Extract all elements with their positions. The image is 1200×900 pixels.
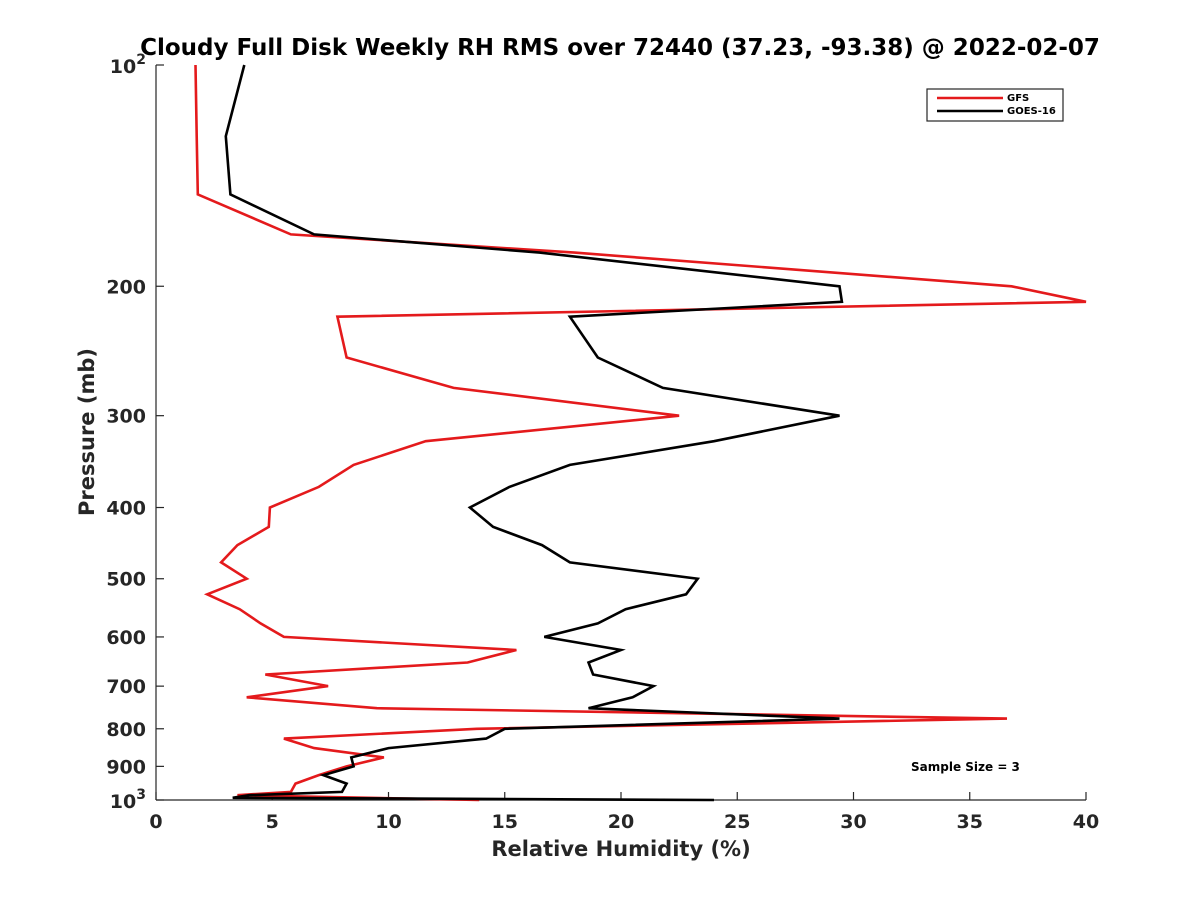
x-tick-label: 30 [840, 811, 866, 833]
x-tick-label: 20 [608, 811, 634, 833]
chart-title: Cloudy Full Disk Weekly RH RMS over 7244… [140, 35, 1100, 61]
legend: GFS GOES-16 [926, 88, 1064, 122]
y-axis-label: Pressure (mb) [75, 348, 99, 516]
y-tick-label: 700 [106, 676, 146, 698]
y-tick-label: 800 [106, 719, 146, 741]
x-tick-label: 10 [375, 811, 401, 833]
y-tick-base: 10 [110, 56, 136, 78]
series-line-goes16 [224, 64, 844, 802]
x-tick-label: 0 [149, 811, 162, 833]
x-tick-label: 5 [266, 811, 279, 833]
series-layer [194, 64, 1087, 802]
x-tick-label: 35 [957, 811, 983, 833]
y-tick-label: 102 [110, 52, 146, 78]
x-tick-label: 15 [492, 811, 518, 833]
y-tick-exponent: 3 [136, 787, 146, 803]
y-tick-label: 200 [106, 276, 146, 298]
x-tick-label: 40 [1073, 811, 1099, 833]
sample-size-annotation: Sample Size = 3 [911, 760, 1020, 774]
y-tick-label: 900 [106, 756, 146, 778]
legend-label-goes16: GOES-16 [1007, 106, 1056, 117]
x-tick-label: 25 [724, 811, 750, 833]
y-tick-label: 400 [106, 498, 146, 520]
legend-box [926, 88, 1064, 122]
y-tick-label: 300 [106, 406, 146, 428]
y-tick-exponent: 2 [136, 52, 146, 68]
y-tick-label: 500 [106, 569, 146, 591]
x-axis-label: Relative Humidity (%) [491, 837, 750, 861]
y-tick-base: 10 [110, 791, 136, 813]
series-line-gfs [194, 64, 1087, 802]
y-tick-label: 600 [106, 627, 146, 649]
y-tick-label: 103 [110, 787, 146, 813]
legend-label-gfs: GFS [1007, 93, 1029, 104]
